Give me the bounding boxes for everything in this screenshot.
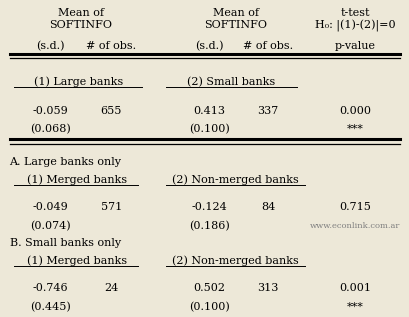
Text: www.econlink.com.ar: www.econlink.com.ar — [309, 222, 400, 230]
Text: (0.186): (0.186) — [188, 221, 229, 231]
Text: ***: *** — [346, 302, 363, 312]
Text: (1) Large banks: (1) Large banks — [34, 77, 123, 87]
Text: (0.100): (0.100) — [188, 124, 229, 135]
Text: 24: 24 — [104, 283, 118, 293]
Text: 571: 571 — [101, 202, 121, 212]
Text: -0.049: -0.049 — [32, 202, 68, 212]
Text: # of obs.: # of obs. — [86, 41, 136, 51]
Text: A. Large banks only: A. Large banks only — [9, 157, 121, 167]
Text: 313: 313 — [257, 283, 278, 293]
Text: Mean of
SOFTINFO: Mean of SOFTINFO — [204, 8, 266, 30]
Text: 0.502: 0.502 — [193, 283, 225, 293]
Text: (2) Small banks: (2) Small banks — [187, 77, 275, 87]
Text: ***: *** — [346, 124, 363, 134]
Text: (0.445): (0.445) — [30, 302, 70, 312]
Text: 0.715: 0.715 — [339, 202, 371, 212]
Text: (0.068): (0.068) — [30, 124, 70, 135]
Text: (1) Merged banks: (1) Merged banks — [27, 174, 126, 185]
Text: (2) Non-merged banks: (2) Non-merged banks — [172, 174, 298, 185]
Text: (0.100): (0.100) — [188, 302, 229, 312]
Text: 337: 337 — [257, 106, 278, 116]
Text: 655: 655 — [100, 106, 122, 116]
Text: 0.000: 0.000 — [339, 106, 371, 116]
Text: Mean of
SOFTINFO: Mean of SOFTINFO — [49, 8, 112, 30]
Text: (s.d.): (s.d.) — [194, 41, 223, 51]
Text: -0.746: -0.746 — [32, 283, 68, 293]
Text: (0.074): (0.074) — [30, 221, 70, 231]
Text: -0.124: -0.124 — [191, 202, 227, 212]
Text: p-value: p-value — [334, 41, 375, 51]
Text: 0.001: 0.001 — [339, 283, 371, 293]
Text: (s.d.): (s.d.) — [36, 41, 64, 51]
Text: 0.413: 0.413 — [193, 106, 225, 116]
Text: t-test
H₀: |(1)-(2)|=0: t-test H₀: |(1)-(2)|=0 — [315, 8, 395, 32]
Text: (1) Merged banks: (1) Merged banks — [27, 255, 126, 266]
Text: # of obs.: # of obs. — [243, 41, 292, 51]
Text: 84: 84 — [261, 202, 274, 212]
Text: (2) Non-merged banks: (2) Non-merged banks — [172, 255, 298, 266]
Text: B. Small banks only: B. Small banks only — [9, 238, 120, 248]
Text: -0.059: -0.059 — [32, 106, 68, 116]
